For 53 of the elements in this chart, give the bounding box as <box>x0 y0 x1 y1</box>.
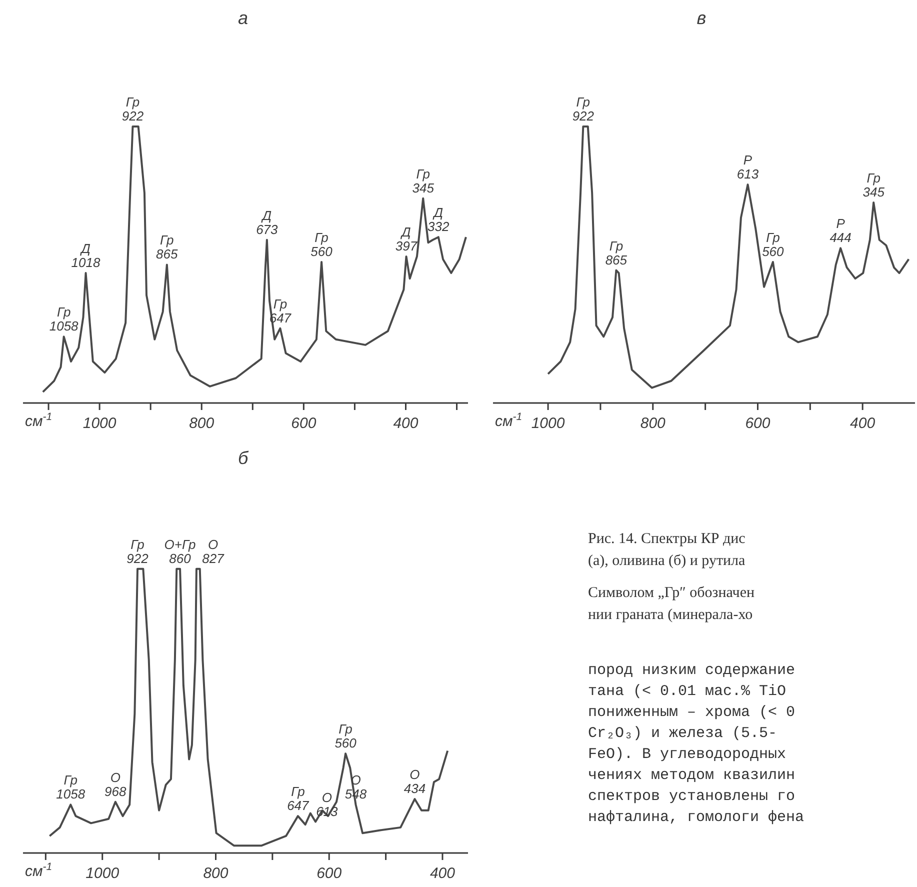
text: спектров установлены го <box>588 787 796 807</box>
annotation: Д 673 <box>256 208 279 237</box>
annotation: Гр 560 <box>334 722 358 751</box>
annotation: О 968 <box>104 770 128 799</box>
x-tick-label: 400 <box>850 415 876 432</box>
text: нафталина, гомологи фена <box>588 808 806 828</box>
annotation: Д 332 <box>428 205 450 234</box>
annotation: Гр 345 <box>412 166 435 196</box>
annotation: Гр 922 <box>572 94 595 124</box>
x-tick-label: 600 <box>745 415 771 432</box>
annotation: Гр 1058 <box>49 304 80 334</box>
x-tick-label: 600 <box>291 415 317 432</box>
chart-title: в <box>696 8 708 29</box>
annotation: О 434 <box>404 767 426 796</box>
annotation: О+Гр 860 <box>164 536 196 566</box>
text: Cr₂O₃) и железа (5.5- <box>588 724 778 744</box>
annotation: О 827 <box>202 536 225 566</box>
x-tick-label: 600 <box>316 865 342 882</box>
text: FeO). В углеводородных <box>588 745 788 765</box>
text: Рис. 14. Спектры КР дис <box>588 530 746 549</box>
text: Символом „Гр″ обозначен <box>588 584 756 603</box>
x-axis-title: см$^{-1}$ <box>25 411 52 430</box>
text: (а), оливина (б) и рутила <box>588 552 746 571</box>
annotation: Гр 1058 <box>56 772 86 802</box>
annotation: Гр 865 <box>156 232 179 262</box>
annotation: Р 444 <box>830 216 852 246</box>
x-tick-label: 800 <box>189 415 215 432</box>
x-tick-label: 1000 <box>531 415 566 432</box>
chart-title: а <box>236 8 249 29</box>
annotation: Гр 560 <box>762 230 785 259</box>
x-tick-label: 800 <box>203 865 229 882</box>
x-tick-label: 800 <box>640 415 666 432</box>
text: тана (< 0.01 мас.% TiO <box>588 682 788 702</box>
text: чениях методом квазилин <box>588 766 796 786</box>
x-tick-label: 1000 <box>86 865 120 882</box>
annotation: Р 613 <box>736 152 760 182</box>
annotation: Д 1018 <box>71 241 101 270</box>
annotation: Гр 345 <box>862 170 886 200</box>
annotation: Гр 647 <box>287 784 310 814</box>
annotation: Гр 922 <box>122 94 144 124</box>
chart-title: б <box>236 448 250 469</box>
x-tick-label: 1000 <box>82 415 117 432</box>
text: нии граната (минерала-хо <box>588 606 754 625</box>
text: пониженным – хрома (< 0 <box>588 703 796 723</box>
x-axis-title: см$^{-1}$ <box>25 861 52 880</box>
x-tick-label: 400 <box>393 415 419 432</box>
x-tick-label: 400 <box>430 865 456 882</box>
annotation: Гр 560 <box>310 230 334 259</box>
x-axis-title: см$^{-1}$ <box>495 411 522 430</box>
annotation: Д 397 <box>395 224 418 254</box>
text: пород низким содержание <box>588 661 796 681</box>
annotation: Гр 922 <box>126 536 150 566</box>
annotation: Гр 865 <box>605 238 628 268</box>
